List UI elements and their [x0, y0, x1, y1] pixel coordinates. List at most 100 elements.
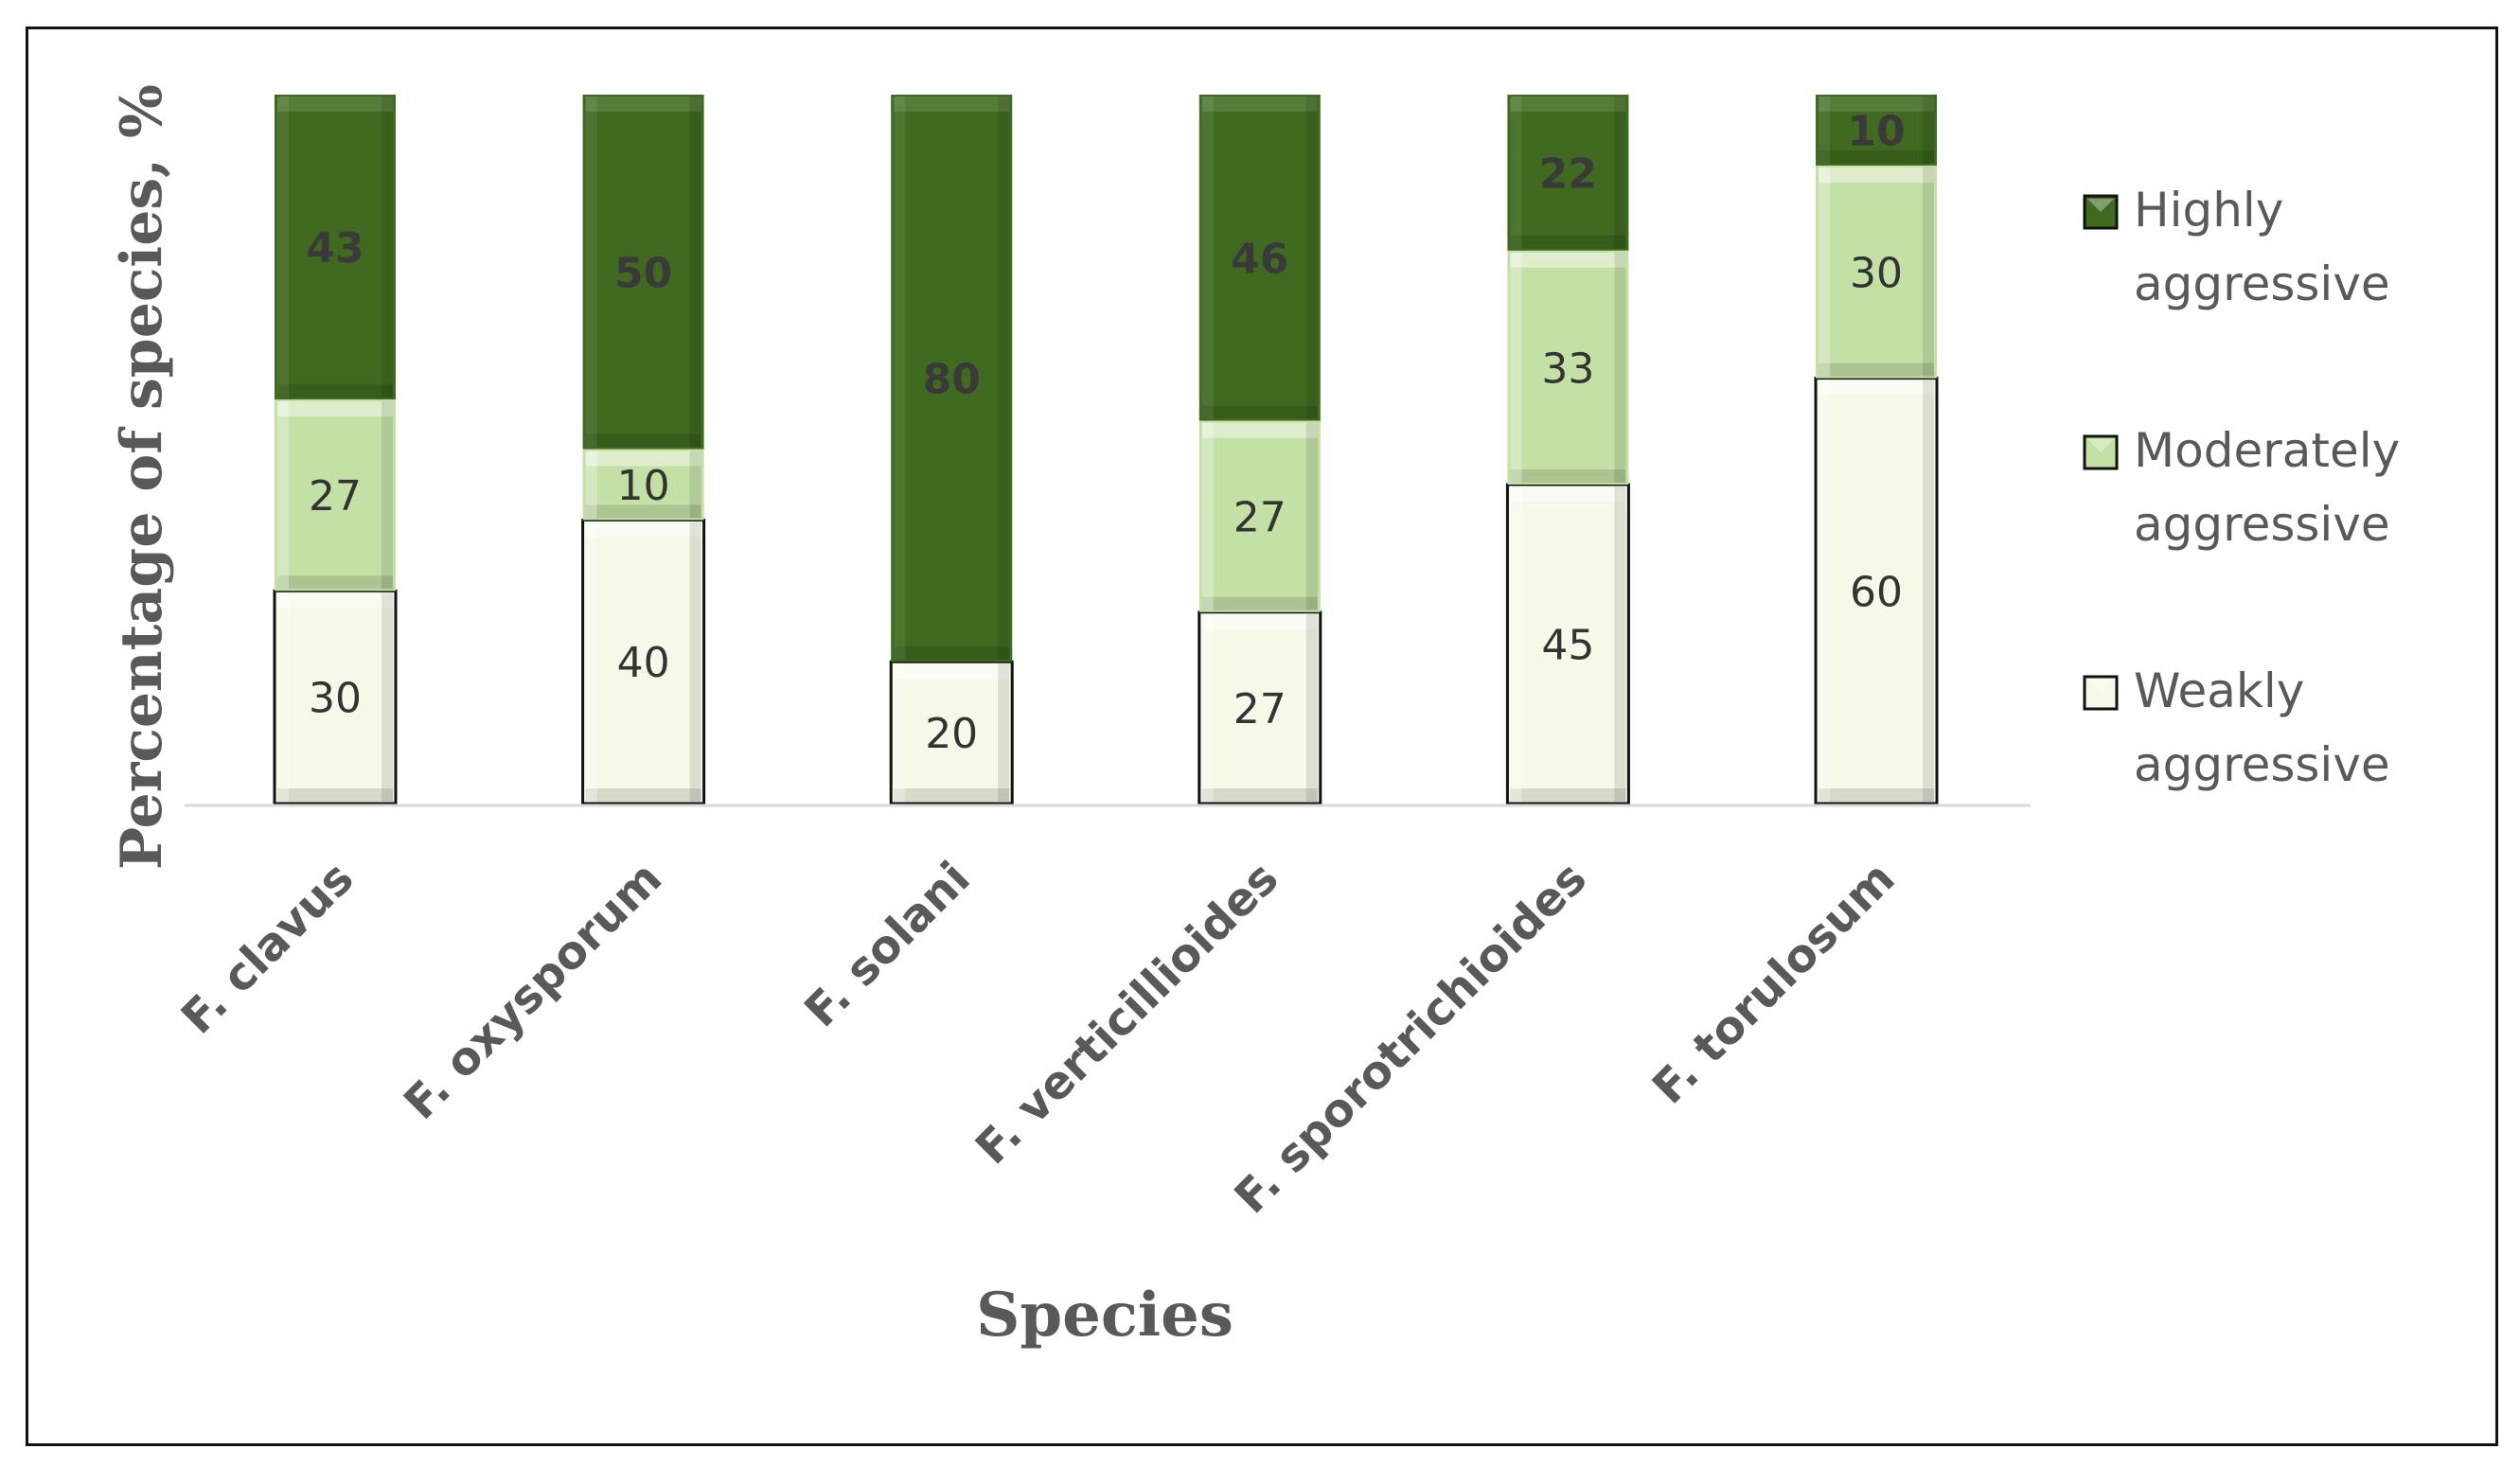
bar-bevel-left [277, 97, 289, 398]
bar-bevel-bottom [277, 575, 393, 590]
bar-bevel-top [1819, 167, 1934, 183]
bar-moderately-aggressive-f-oxysporum: 10 [582, 449, 704, 521]
bar-bevel-right [1614, 252, 1626, 483]
bar-weakly-aggressive-f-torulosum: 60 [1814, 377, 1939, 805]
legend-swatch-bevel [2087, 199, 2114, 212]
data-label: 22 [1539, 150, 1597, 198]
bar-moderately-aggressive-f-sporotrichioides: 33 [1507, 250, 1629, 485]
bar-bevel-right [1305, 422, 1318, 610]
bar-bevel-left [585, 451, 597, 519]
bar-highly-aggressive-f-verticillioides: 46 [1198, 95, 1321, 421]
bar-moderately-aggressive-f-verticillioides: 27 [1198, 420, 1321, 612]
bar-segment [273, 589, 398, 805]
bar-bevel-left [1819, 167, 1830, 377]
bar-bevel-right [998, 97, 1010, 661]
bar-bevel-top [1201, 613, 1318, 629]
bar-segment [1198, 95, 1321, 421]
bar-bevel-right [1305, 97, 1318, 419]
bar-bevel-right [382, 401, 393, 590]
bar-bevel-bottom [1510, 235, 1626, 249]
legend-label: Highly [2134, 183, 2283, 238]
bar-bevel-right [1614, 486, 1626, 802]
bar-segment [1198, 610, 1322, 805]
legend-label: aggressive [2134, 737, 2390, 792]
data-label: 80 [923, 356, 981, 404]
legend-item-moderately-aggressive: Moderately aggressive [2083, 423, 2400, 552]
bar-weakly-aggressive-f-solani: 20 [889, 660, 1014, 805]
category-label-f-oxysporum: F. oxysporum [394, 852, 672, 1130]
legend-swatch [2083, 434, 2119, 470]
bar-segment [581, 518, 706, 805]
bar-bevel-top [894, 97, 1010, 112]
bar-bevel-right [1305, 613, 1318, 802]
bar-bevel-left [585, 97, 597, 448]
bar-bevel-right [1614, 97, 1626, 249]
legend-label: Weakly [2134, 663, 2304, 718]
bar-segment [1814, 377, 1939, 805]
bar-bevel-top [277, 401, 393, 417]
bar-highly-aggressive-f-solani: 80 [891, 95, 1013, 663]
data-label: 43 [306, 224, 364, 273]
bar-highly-aggressive-f-clavus: 43 [275, 95, 396, 400]
bar-bevel-left [1201, 97, 1214, 419]
bar-highly-aggressive-f-oxysporum: 50 [582, 95, 704, 450]
data-label: 10 [1847, 107, 1905, 155]
bar-bevel-left [1201, 613, 1214, 802]
data-label: 45 [1541, 621, 1594, 669]
bar-bevel-top [585, 521, 701, 538]
bar-bevel-bottom [585, 504, 701, 519]
bar-segment [1198, 420, 1321, 612]
legend-label: aggressive [2134, 256, 2390, 311]
bars-layer: 30 27 43 40 10 50 20 80 27 27 46 45 33 22 60 30 10 [273, 95, 1939, 805]
bar-bevel-right [1923, 380, 1934, 802]
bar-bevel-left [1201, 422, 1214, 610]
bar-bevel-bottom [1819, 788, 1934, 802]
data-label: 33 [1541, 345, 1594, 393]
bar-segment [582, 449, 704, 521]
data-label: 30 [1850, 249, 1903, 297]
data-label: 27 [309, 472, 362, 521]
bar-bevel-bottom [1201, 788, 1318, 802]
legend-swatch-bevel [2087, 680, 2114, 693]
data-label: 40 [617, 639, 670, 687]
data-label: 50 [614, 249, 672, 297]
bar-bevel-bottom [894, 646, 1010, 661]
data-label: 20 [925, 710, 978, 758]
bar-weakly-aggressive-f-verticillioides: 27 [1198, 610, 1322, 805]
bar-bevel-right [689, 97, 701, 448]
bar-bevel-top [585, 451, 701, 467]
x-axis-title: Species [976, 1280, 1233, 1351]
bar-segment [1816, 165, 1937, 379]
bar-bevel-bottom [894, 788, 1010, 802]
data-label: 60 [1850, 568, 1903, 616]
bar-weakly-aggressive-f-oxysporum: 40 [581, 518, 706, 805]
category-label-f-solani: F. solani [794, 852, 980, 1037]
legend-swatch-bevel [2087, 439, 2114, 452]
bar-bevel-bottom [277, 788, 393, 802]
bar-bevel-bottom [585, 788, 701, 802]
bar-segment [275, 399, 396, 592]
bar-bevel-bottom [1201, 405, 1318, 419]
category-label-f-sporotrichioides: F. sporotrichioides [1225, 852, 1597, 1224]
data-label: 46 [1231, 235, 1288, 283]
bar-bevel-bottom [1819, 150, 1934, 164]
bar-bevel-left [1819, 380, 1830, 802]
bar-bevel-top [1819, 380, 1934, 396]
bar-bevel-bottom [1819, 362, 1934, 377]
category-label-f-clavus: F. clavus [171, 852, 364, 1045]
bar-bevel-bottom [1201, 596, 1318, 610]
bar-highly-aggressive-f-sporotrichioides: 22 [1507, 95, 1629, 251]
bar-bevel-bottom [1510, 468, 1626, 483]
bar-bevel-right [382, 592, 393, 802]
bar-bevel-bottom [277, 384, 393, 398]
bar-bevel-left [894, 97, 906, 661]
data-label: 30 [309, 675, 362, 723]
data-label: 27 [1233, 685, 1287, 734]
bar-bevel-top [277, 97, 393, 112]
bar-segment [1505, 483, 1630, 805]
stacked-bar-chart: 30 27 43 40 10 50 20 80 27 27 46 45 33 22 60 30 10 F. cl… [109, 84, 2400, 1351]
bar-bevel-right [1923, 167, 1934, 377]
bar-moderately-aggressive-f-torulosum: 30 [1816, 165, 1937, 379]
bar-bevel-bottom [1510, 788, 1626, 802]
